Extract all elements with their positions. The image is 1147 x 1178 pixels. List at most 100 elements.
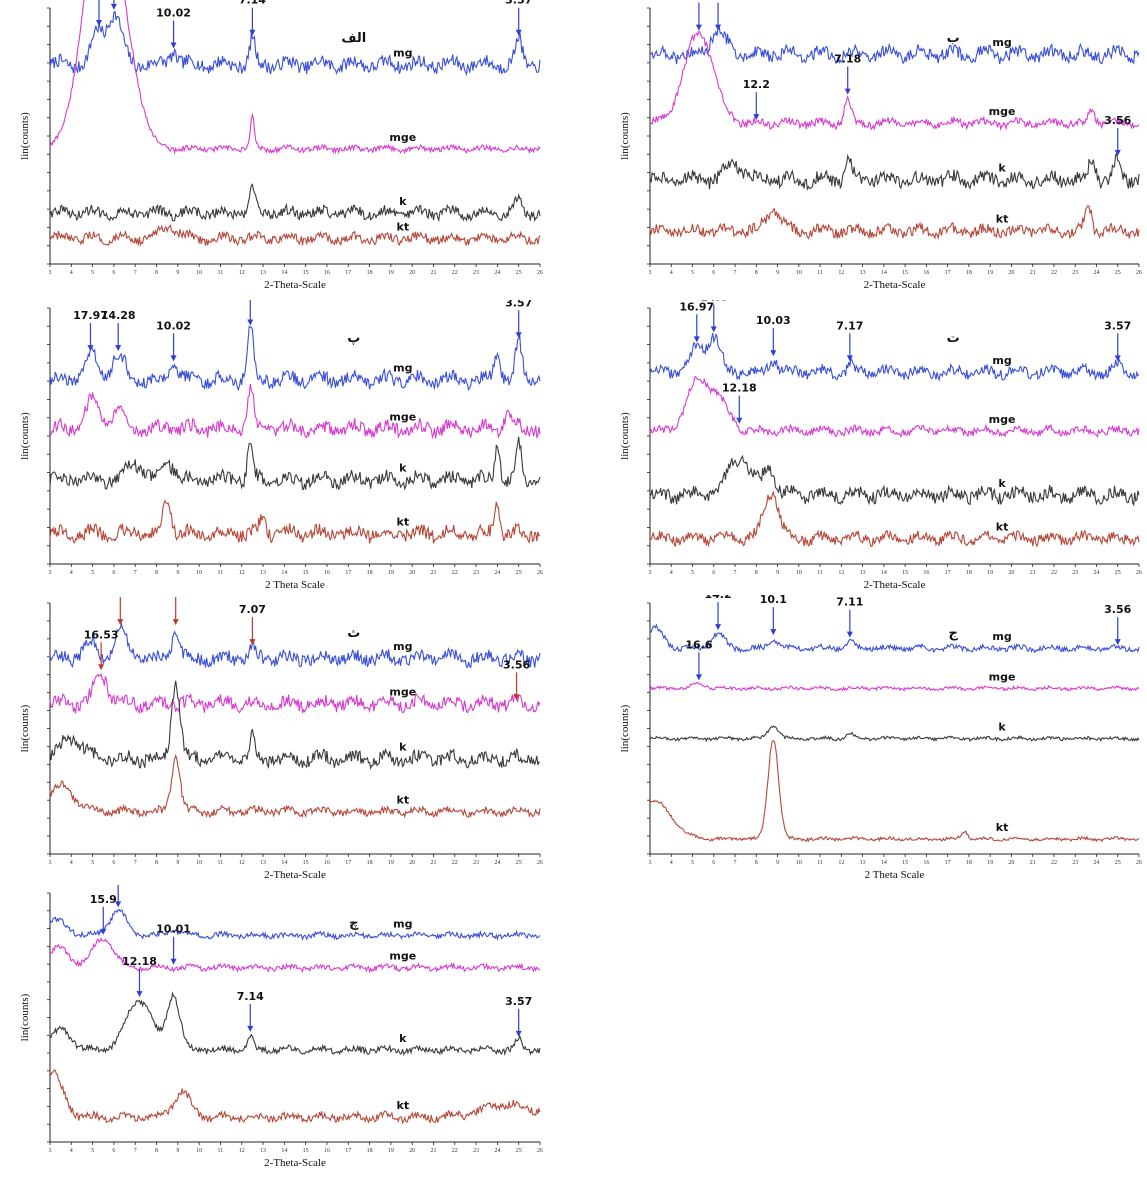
peak-label: 16.6 [685, 638, 712, 651]
x-tick-label: 24 [494, 1148, 500, 1154]
x-tick-label: 11 [218, 1148, 224, 1154]
x-tick-label: 7 [134, 570, 137, 576]
peak-annotation: 10.01 [156, 923, 191, 965]
x-tick-label: 9 [176, 570, 179, 576]
y-axis-label: lin(counts) [19, 993, 31, 1041]
x-tick-label: 13 [260, 270, 266, 276]
x-tick-label: 21 [430, 570, 436, 576]
x-tick-label: 23 [473, 270, 479, 276]
x-tick-label: 14 [281, 570, 287, 576]
peak-arrow-head [249, 29, 256, 36]
x-tick-label: 21 [1030, 570, 1036, 576]
peak-label: 7.14 [237, 990, 264, 1003]
series-label-k: k [998, 162, 1006, 175]
x-tick-label: 9 [776, 860, 779, 866]
series-label-mg: mg [393, 362, 412, 375]
x-tick-label: 10 [796, 270, 802, 276]
peak-annotation: 14.2 [704, 595, 732, 631]
x-tick-label: 5 [691, 570, 694, 576]
x-tick-label: 4 [670, 570, 673, 576]
series-line-k [49, 680, 541, 771]
peak-label: 14.1 [107, 595, 134, 596]
x-tick-label: 24 [1093, 270, 1099, 276]
peak-arrow-head [115, 901, 122, 908]
peak-arrow-head [515, 332, 522, 339]
x-tick-label: 18 [367, 270, 373, 276]
peak-arrow-head [170, 42, 177, 49]
peak-label: 7.11 [836, 596, 863, 609]
peak-label: 10.02 [156, 7, 191, 20]
x-tick-label: 18 [966, 860, 972, 866]
peak-annotation: 14.28 [101, 309, 136, 352]
peak-annotation: 3.56 [1104, 603, 1132, 646]
x-tick-label: 5 [91, 1148, 94, 1154]
series-line-kt [49, 499, 541, 544]
panel-title: ب [947, 31, 960, 46]
x-tick-label: 5 [91, 570, 94, 576]
series-line-mg [49, 10, 541, 77]
x-axis-label: 2-Theta-Scale [864, 579, 926, 591]
x-tick-label: 22 [452, 860, 458, 866]
x-tick-label: 8 [155, 860, 158, 866]
x-tick-label: 6 [712, 270, 715, 276]
peak-annotation: 16.7 [96, 0, 102, 27]
x-tick-label: 23 [1072, 860, 1078, 866]
peak-arrow-head [753, 114, 760, 121]
x-tick-label: 4 [70, 1148, 73, 1154]
x-tick-label: 15 [303, 1148, 309, 1154]
x-tick-label: 6 [112, 570, 115, 576]
x-tick-label: 16 [324, 570, 330, 576]
series-line-kt [49, 754, 541, 819]
x-tick-label: 24 [494, 860, 500, 866]
x-tick-label: 17 [345, 570, 351, 576]
series-label-k: k [998, 477, 1006, 490]
x-tick-label: 19 [987, 570, 993, 576]
x-tick-label: 15 [902, 570, 908, 576]
x-tick-label: 21 [430, 1148, 436, 1154]
x-tick-label: 7 [734, 570, 737, 576]
series-label-kt: kt [397, 220, 410, 233]
x-tick-label: 13 [860, 270, 866, 276]
peak-arrow-head [249, 639, 256, 646]
x-tick-label: 16 [923, 270, 929, 276]
x-tick-label: 9 [776, 570, 779, 576]
x-tick-label: 18 [966, 570, 972, 576]
series-label-mg: mg [393, 917, 412, 930]
peak-label: 7.17 [836, 319, 863, 332]
peak-label: 12.2 [743, 78, 770, 91]
peak-annotation: 16.97 [679, 300, 714, 343]
xrd-chart-jim: 3 4 5 6 7 8 9 10 11 12 13 14 15 16 17 18 19 20 21 22 23 24 25 2… [619, 595, 1142, 881]
peak-label: 7.14 [239, 0, 266, 7]
series-label-k: k [399, 195, 407, 208]
x-tick-label: 24 [1093, 860, 1099, 866]
x-tick-label: 11 [817, 270, 823, 276]
panel-pe: 3 4 5 6 7 8 9 10 11 12 13 14 15 16 17 18 19 20 21 22 23 24 25 2… [0, 300, 548, 600]
peak-label: 12.18 [122, 955, 157, 968]
x-tick-label: 8 [755, 860, 758, 866]
x-tick-label: 7 [734, 270, 737, 276]
series-line-kt [649, 205, 1140, 240]
peak-annotation: 3.56 [503, 658, 530, 701]
peak-annotation: 7.14 [237, 990, 264, 1032]
x-tick-label: 15 [303, 860, 309, 866]
series-line-mg [49, 909, 541, 942]
y-axis-label: lin(counts) [619, 704, 631, 752]
peak-label: 16.97 [679, 300, 714, 313]
x-tick-label: 25 [516, 860, 522, 866]
x-tick-label: 3 [49, 860, 52, 866]
x-tick-label: 21 [1030, 860, 1036, 866]
x-tick-label: 19 [987, 270, 993, 276]
peak-annotation: 10.02 [156, 319, 191, 362]
peak-arrow-head [110, 3, 117, 10]
series-line-mge [649, 30, 1140, 132]
x-axis-label: 2-Theta-Scale [264, 1157, 326, 1169]
peak-label: 3.57 [1104, 319, 1131, 332]
peak-label: 3.56 [1104, 603, 1131, 616]
x-tick-label: 7 [134, 270, 137, 276]
x-tick-label: 7 [134, 1148, 137, 1154]
peak-annotation: 3.56 [1104, 114, 1132, 157]
peak-arrow-head [844, 88, 851, 95]
x-tick-label: 14 [281, 860, 287, 866]
series-line-mge [649, 375, 1140, 439]
x-tick-label: 14 [281, 270, 287, 276]
